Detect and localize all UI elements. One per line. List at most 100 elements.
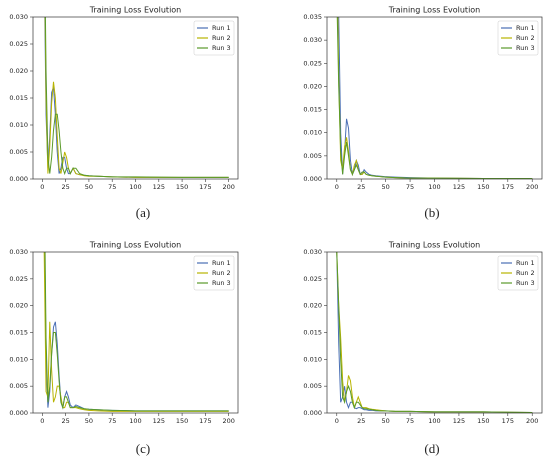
y-tick-label: 0.010	[303, 129, 322, 137]
legend-label: Run 3	[212, 279, 231, 287]
x-tick-label: 125	[153, 417, 165, 425]
loss-line	[44, 17, 229, 178]
legend-label: Run 2	[212, 34, 231, 42]
x-tick-label: 125	[453, 417, 465, 425]
x-tick-label: 25	[61, 183, 69, 191]
legend-label: Run 2	[516, 34, 535, 42]
x-tick-label: 75	[406, 183, 414, 191]
legend-label: Run 2	[212, 269, 231, 277]
x-tick-label: 25	[357, 183, 365, 191]
caption: (c)	[136, 441, 150, 456]
legend: Run 1 Run 2 Run 3	[193, 255, 235, 291]
x-tick-label: 100	[428, 183, 440, 191]
chart-panel: 0.000 0.005 0.010 0.015 0.020 0.025 0.030 0.035…	[303, 6, 543, 220]
y-tick-label: 0.030	[303, 36, 322, 44]
y-tick-label: 0.020	[303, 302, 322, 310]
plot-frame	[32, 16, 239, 180]
x-tick-label: 50	[381, 417, 389, 425]
x-tick-label: 50	[381, 183, 389, 191]
y-tick-label: 0.005	[9, 382, 28, 390]
x-tick-label: 200	[526, 417, 538, 425]
x-tick-label: 50	[85, 183, 93, 191]
x-tick-label: 25	[357, 417, 365, 425]
y-tick-label: 0.030	[9, 248, 28, 256]
x-tick-label: 175	[199, 183, 211, 191]
y-tick-label: 0.030	[9, 13, 28, 21]
y-tick-label: 0.000	[303, 409, 322, 417]
legend-box	[497, 20, 539, 56]
lines	[44, 17, 229, 178]
x-tick-label: 200	[222, 417, 234, 425]
y-tick-label: 0.015	[9, 94, 28, 102]
y-tick-label: 0.015	[303, 329, 322, 337]
legend-box	[193, 20, 235, 56]
legend-label: Run 1	[516, 24, 535, 32]
y-tick-label: 0.005	[9, 148, 28, 156]
legend-label: Run 1	[212, 24, 231, 32]
x-tick-label: 100	[129, 183, 141, 191]
y-tick-label: 0.035	[303, 13, 322, 21]
caption: (a)	[136, 205, 150, 220]
legend-label: Run 3	[516, 44, 535, 52]
legend: Run 1 Run 2 Run 3	[497, 255, 539, 291]
legend-box	[193, 255, 235, 291]
legend-label: Run 2	[516, 269, 535, 277]
y-tick-label: 0.025	[9, 275, 28, 283]
loss-line	[336, 252, 533, 413]
y-tick-label: 0.030	[303, 248, 322, 256]
legend: Run 1 Run 2 Run 3	[497, 20, 539, 56]
x-tick-label: 150	[477, 417, 489, 425]
chart-title: Training Loss Evolution	[89, 6, 182, 15]
y-tick-label: 0.000	[9, 175, 28, 183]
legend-label: Run 3	[516, 279, 535, 287]
chart-panel: 0.000 0.005 0.010 0.015 0.020 0.025 0.030 0 25 50…	[9, 6, 239, 220]
y-tick-label: 0.015	[303, 106, 322, 114]
chart-panel: 0.000 0.005 0.010 0.015 0.020 0.025 0.030 0 25 50…	[9, 241, 239, 456]
y-tick-label: 0.020	[9, 302, 28, 310]
plot-frame	[326, 251, 543, 414]
chart-title: Training Loss Evolution	[89, 241, 182, 250]
x-tick-label: 50	[85, 417, 93, 425]
x-tick-label: 75	[108, 417, 116, 425]
legend-box	[497, 255, 539, 291]
x-tick-label: 150	[176, 183, 188, 191]
y-tick-label: 0.010	[9, 121, 28, 129]
x-tick-label: 25	[61, 417, 69, 425]
legend-label: Run 1	[516, 259, 535, 267]
x-tick-label: 100	[129, 417, 141, 425]
y-tick-label: 0.025	[303, 275, 322, 283]
loss-line	[336, 17, 533, 179]
chart-panel: 0.000 0.005 0.010 0.015 0.020 0.025 0.030 0 25 50…	[303, 241, 543, 456]
loss-line	[44, 252, 229, 412]
caption: (d)	[424, 441, 439, 456]
loss-line	[43, 252, 229, 412]
x-tick-label: 100	[428, 417, 440, 425]
x-tick-label: 0	[40, 183, 44, 191]
caption: (b)	[424, 205, 439, 220]
x-tick-label: 175	[502, 183, 514, 191]
x-tick-label: 0	[335, 417, 339, 425]
y-tick-label: 0.025	[9, 40, 28, 48]
x-tick-label: 200	[222, 183, 234, 191]
x-tick-label: 150	[477, 183, 489, 191]
y-tick-label: 0.015	[9, 329, 28, 337]
y-tick-label: 0.005	[303, 152, 322, 160]
lines	[43, 252, 229, 412]
y-tick-label: 0.025	[303, 59, 322, 67]
chart-title: Training Loss Evolution	[388, 6, 481, 15]
y-tick-label: 0.020	[9, 67, 28, 75]
x-tick-label: 150	[176, 417, 188, 425]
plot-frame	[326, 16, 543, 180]
x-tick-label: 175	[199, 417, 211, 425]
legend-label: Run 3	[212, 44, 231, 52]
x-tick-label: 75	[406, 417, 414, 425]
y-tick-label: 0.010	[9, 355, 28, 363]
x-tick-label: 175	[502, 417, 514, 425]
x-tick-label: 200	[526, 183, 538, 191]
x-tick-label: 0	[335, 183, 339, 191]
y-tick-label: 0.000	[303, 175, 322, 183]
x-tick-label: 75	[108, 183, 116, 191]
x-tick-label: 125	[453, 183, 465, 191]
x-tick-label: 0	[40, 417, 44, 425]
